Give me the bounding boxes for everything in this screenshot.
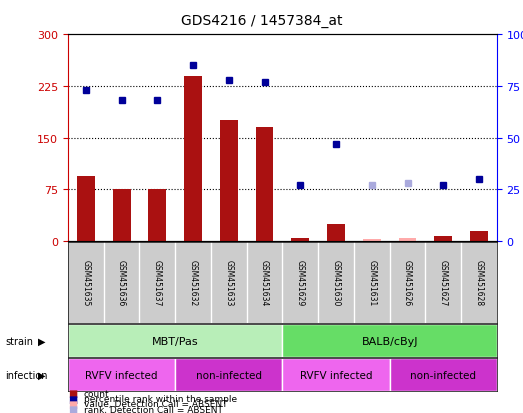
Bar: [220, 121, 238, 242]
Text: value, Detection Call = ABSENT: value, Detection Call = ABSENT: [84, 399, 227, 408]
Text: GSM451633: GSM451633: [224, 259, 233, 306]
Text: rank, Detection Call = ABSENT: rank, Detection Call = ABSENT: [84, 405, 223, 413]
Text: non-infected: non-infected: [196, 370, 262, 380]
Bar: [399, 238, 416, 242]
Bar: [327, 224, 345, 242]
Text: infection: infection: [5, 370, 48, 380]
Text: GSM451628: GSM451628: [474, 260, 483, 306]
Text: GSM451636: GSM451636: [117, 259, 126, 306]
Text: ▶: ▶: [38, 336, 45, 346]
Text: ▶: ▶: [38, 370, 45, 380]
Text: RVFV infected: RVFV infected: [85, 370, 158, 380]
Text: count: count: [84, 389, 109, 398]
Text: GSM451627: GSM451627: [439, 260, 448, 306]
Text: ■: ■: [68, 399, 77, 409]
Text: GSM451635: GSM451635: [82, 259, 90, 306]
Text: strain: strain: [5, 336, 33, 346]
Bar: [291, 238, 309, 242]
Text: GDS4216 / 1457384_at: GDS4216 / 1457384_at: [181, 14, 342, 28]
Text: BALB/cByJ: BALB/cByJ: [361, 336, 418, 346]
Text: ■: ■: [68, 404, 77, 413]
Text: GSM451631: GSM451631: [367, 260, 376, 306]
Text: GSM451626: GSM451626: [403, 260, 412, 306]
Bar: [470, 231, 488, 242]
Bar: [390, 358, 497, 392]
Bar: [175, 358, 282, 392]
Text: RVFV infected: RVFV infected: [300, 370, 372, 380]
Bar: [68, 324, 282, 357]
Bar: [149, 190, 166, 242]
Text: GSM451634: GSM451634: [260, 259, 269, 306]
Bar: [77, 176, 95, 242]
Text: MBT/Pas: MBT/Pas: [152, 336, 199, 346]
Text: ■: ■: [68, 388, 77, 398]
Bar: [112, 190, 131, 242]
Text: GSM451632: GSM451632: [189, 260, 198, 306]
Text: ■: ■: [68, 394, 77, 404]
Bar: [256, 128, 274, 242]
Text: GSM451629: GSM451629: [296, 260, 305, 306]
Text: GSM451630: GSM451630: [332, 259, 340, 306]
Bar: [282, 324, 497, 357]
Text: percentile rank within the sample: percentile rank within the sample: [84, 394, 237, 403]
Bar: [184, 76, 202, 242]
Bar: [434, 237, 452, 242]
Text: non-infected: non-infected: [410, 370, 476, 380]
Text: GSM451637: GSM451637: [153, 259, 162, 306]
Bar: [68, 358, 175, 392]
Bar: [282, 358, 390, 392]
Bar: [363, 240, 381, 242]
